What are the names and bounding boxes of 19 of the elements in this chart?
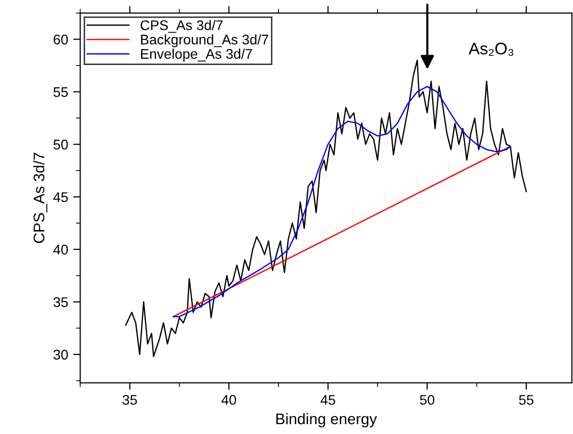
- line-series: [172, 86, 512, 318]
- x-tick-label: 45: [320, 395, 336, 405]
- legend-label: Background_As 3d/7: [141, 34, 268, 48]
- y-axis-title: CPS_As 3d/7: [33, 152, 48, 243]
- annotation: As₂O₃: [468, 42, 514, 56]
- legend-label: CPS_As 3d/7: [140, 20, 223, 33]
- x-tick-label: 50: [420, 394, 434, 405]
- x-axis-title: Binding energy: [276, 413, 377, 428]
- x-tick-label: 55: [519, 395, 534, 405]
- y-tick-label: 30: [53, 350, 68, 360]
- y-tick-label: 60: [54, 34, 68, 44]
- x-tick-label: 40: [221, 394, 236, 405]
- legend-label: Envelope_As 3d/7: [141, 48, 252, 62]
- y-tick-label: 50: [54, 140, 68, 150]
- y-tick-label: 55: [54, 87, 68, 97]
- x-tick-label: 35: [122, 394, 137, 405]
- y-tick-label: 45: [53, 192, 68, 202]
- y-tick-label: 40: [53, 244, 68, 255]
- y-tick-label: 35: [53, 297, 68, 308]
